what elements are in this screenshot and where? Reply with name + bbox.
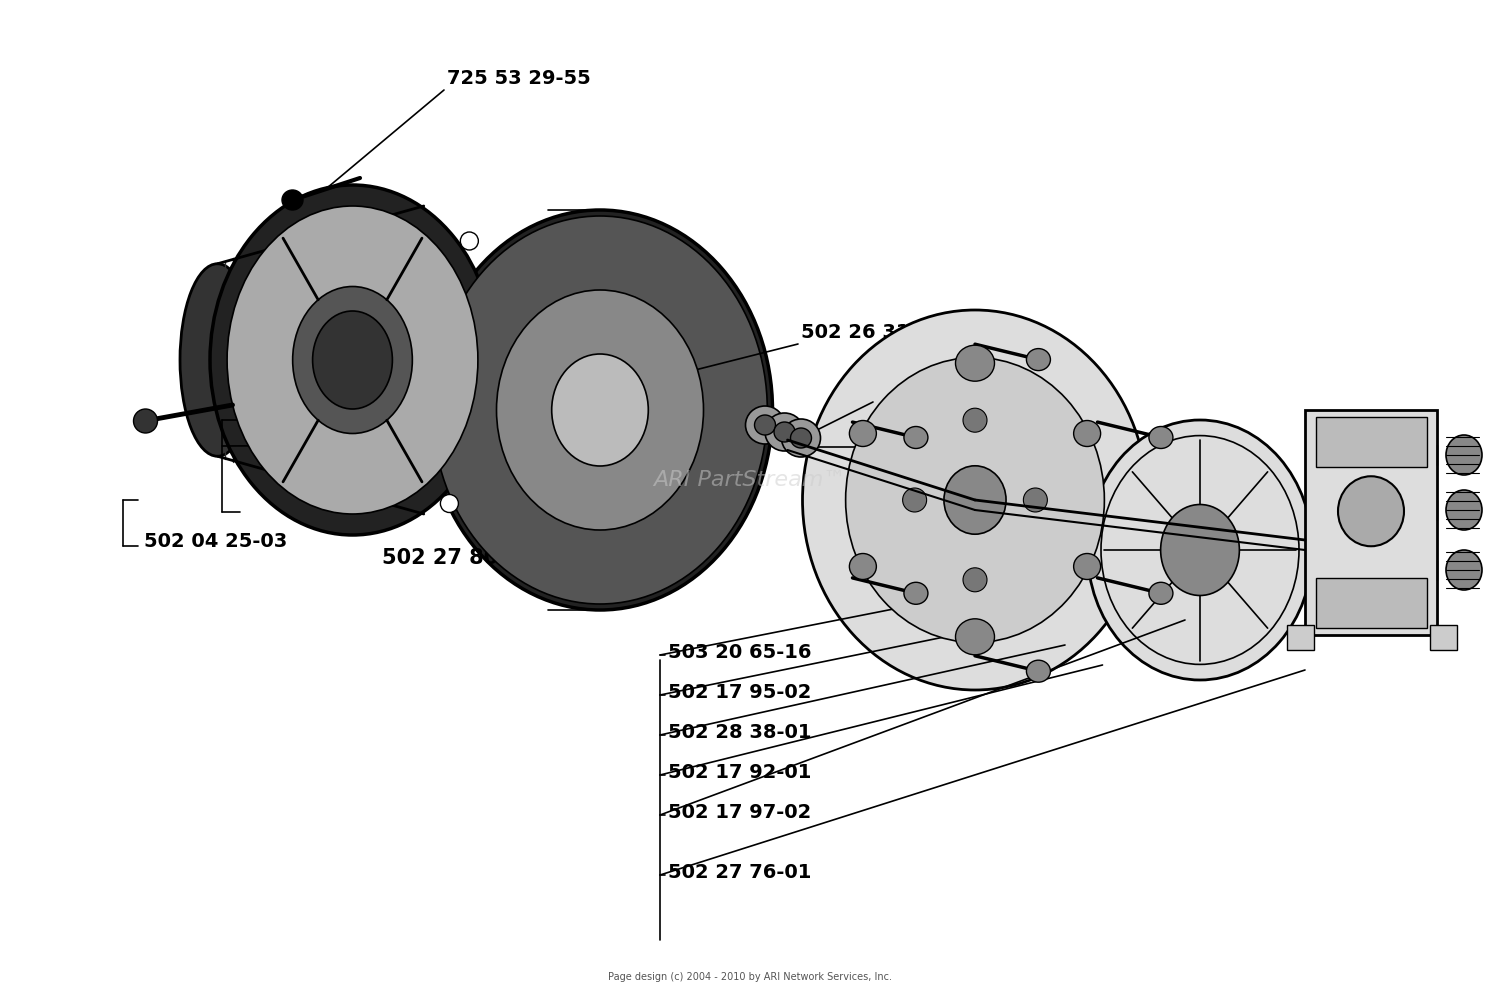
Ellipse shape — [846, 358, 1104, 643]
Ellipse shape — [849, 420, 876, 446]
Ellipse shape — [496, 290, 704, 530]
Ellipse shape — [134, 409, 158, 433]
Ellipse shape — [782, 419, 820, 457]
Ellipse shape — [226, 206, 478, 514]
Ellipse shape — [1149, 582, 1173, 604]
Ellipse shape — [956, 619, 994, 655]
Ellipse shape — [1023, 488, 1047, 512]
Ellipse shape — [1026, 660, 1050, 682]
Ellipse shape — [1026, 349, 1050, 371]
Ellipse shape — [774, 422, 795, 442]
Text: 502 17 95-02: 502 17 95-02 — [668, 683, 812, 702]
Ellipse shape — [754, 415, 776, 435]
Ellipse shape — [292, 286, 412, 434]
Ellipse shape — [849, 554, 876, 580]
Text: ARI PartStream™: ARI PartStream™ — [654, 470, 846, 490]
Text: 502 26 31-01: 502 26 31-01 — [801, 323, 945, 342]
Ellipse shape — [552, 354, 648, 466]
Ellipse shape — [1161, 504, 1239, 595]
Text: 725 53 29-55: 725 53 29-55 — [447, 69, 591, 88]
Ellipse shape — [746, 406, 784, 444]
Ellipse shape — [460, 232, 478, 250]
Ellipse shape — [802, 310, 1148, 690]
Text: 502 27 80-01: 502 27 80-01 — [382, 548, 537, 568]
Ellipse shape — [312, 311, 393, 409]
Bar — [1305, 410, 1437, 635]
Text: 503 22 21-02: 503 22 21-02 — [876, 381, 1020, 400]
Bar — [1287, 625, 1314, 650]
Text: 502 27 76-01: 502 27 76-01 — [668, 863, 812, 882]
Bar — [1430, 625, 1456, 650]
Ellipse shape — [963, 408, 987, 432]
Text: 503 20 65-16: 503 20 65-16 — [668, 643, 812, 662]
Ellipse shape — [1446, 550, 1482, 590]
Ellipse shape — [180, 264, 255, 456]
Ellipse shape — [904, 426, 928, 448]
Ellipse shape — [210, 185, 495, 535]
Text: 502 28 38-01: 502 28 38-01 — [668, 723, 812, 742]
Text: 725 53 33-55: 725 53 33-55 — [246, 409, 390, 428]
Ellipse shape — [1446, 490, 1482, 530]
Text: 735 11 64-50: 735 11 64-50 — [876, 426, 1020, 445]
Ellipse shape — [1074, 420, 1101, 446]
Ellipse shape — [427, 210, 772, 610]
Ellipse shape — [963, 568, 987, 592]
Ellipse shape — [282, 190, 303, 210]
Ellipse shape — [1074, 554, 1101, 580]
Ellipse shape — [903, 488, 927, 512]
Ellipse shape — [1149, 426, 1173, 448]
Ellipse shape — [1338, 476, 1404, 546]
Text: 502 17 92-01: 502 17 92-01 — [668, 763, 812, 782]
Ellipse shape — [956, 345, 994, 381]
Ellipse shape — [1088, 420, 1312, 680]
Ellipse shape — [944, 466, 1006, 534]
Bar — [1316, 417, 1426, 467]
Text: 502 17 97-02: 502 17 97-02 — [668, 803, 810, 822]
Ellipse shape — [790, 428, 812, 448]
Ellipse shape — [441, 494, 459, 512]
Ellipse shape — [1446, 435, 1482, 475]
Text: 502 04 25-03: 502 04 25-03 — [144, 532, 288, 551]
Ellipse shape — [904, 582, 928, 604]
Ellipse shape — [432, 216, 768, 604]
Text: Page design (c) 2004 - 2010 by ARI Network Services, Inc.: Page design (c) 2004 - 2010 by ARI Netwo… — [608, 972, 892, 982]
Bar — [1316, 578, 1426, 628]
Ellipse shape — [765, 413, 804, 451]
